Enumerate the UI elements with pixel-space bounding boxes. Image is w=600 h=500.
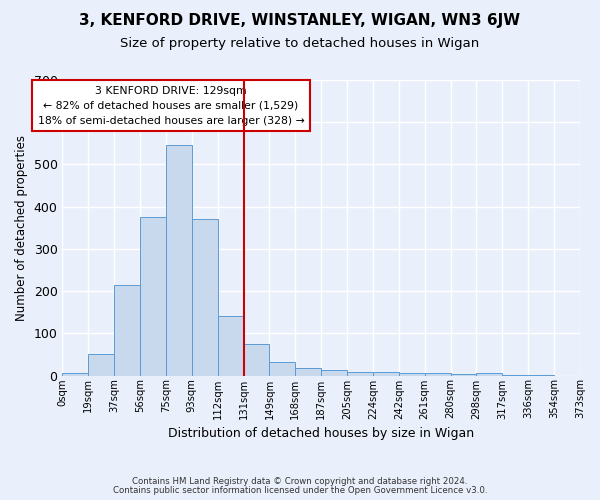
Bar <box>295 368 321 376</box>
Text: Size of property relative to detached houses in Wigan: Size of property relative to detached ho… <box>121 38 479 51</box>
Bar <box>62 374 88 376</box>
Bar <box>166 146 192 376</box>
Bar <box>425 374 451 376</box>
X-axis label: Distribution of detached houses by size in Wigan: Distribution of detached houses by size … <box>168 427 474 440</box>
Bar <box>88 354 114 376</box>
Bar <box>373 372 399 376</box>
Bar <box>244 344 269 376</box>
Text: Contains public sector information licensed under the Open Government Licence v3: Contains public sector information licen… <box>113 486 487 495</box>
Bar <box>192 220 218 376</box>
Y-axis label: Number of detached properties: Number of detached properties <box>15 135 28 321</box>
Text: 3, KENFORD DRIVE, WINSTANLEY, WIGAN, WN3 6JW: 3, KENFORD DRIVE, WINSTANLEY, WIGAN, WN3… <box>79 12 521 28</box>
Bar <box>347 372 373 376</box>
Text: 3 KENFORD DRIVE: 129sqm
← 82% of detached houses are smaller (1,529)
18% of semi: 3 KENFORD DRIVE: 129sqm ← 82% of detache… <box>38 86 304 126</box>
Bar <box>218 316 244 376</box>
Bar <box>321 370 347 376</box>
Bar <box>140 217 166 376</box>
Bar <box>451 374 476 376</box>
Bar <box>269 362 295 376</box>
Text: Contains HM Land Registry data © Crown copyright and database right 2024.: Contains HM Land Registry data © Crown c… <box>132 477 468 486</box>
Bar <box>399 373 425 376</box>
Bar <box>476 374 502 376</box>
Bar <box>114 284 140 376</box>
